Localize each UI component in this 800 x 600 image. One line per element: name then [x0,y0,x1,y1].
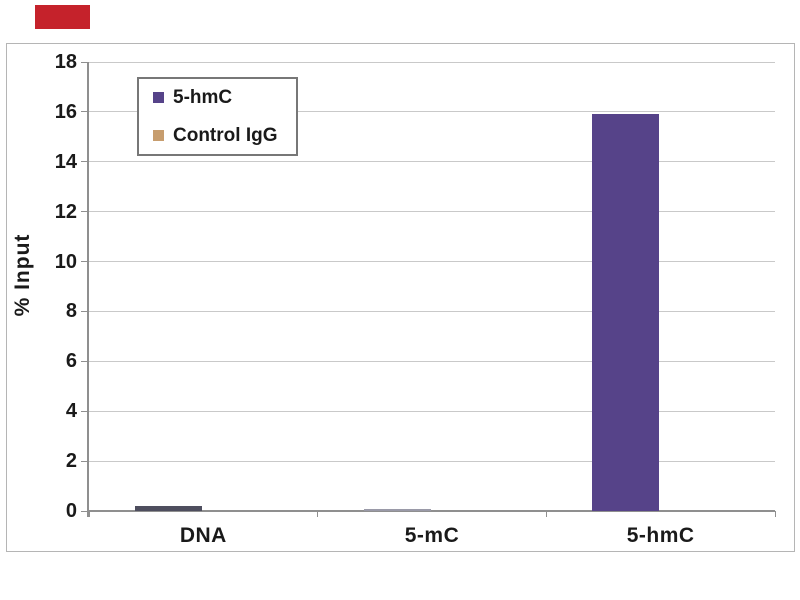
gridline [89,460,775,462]
legend: 5-hmC Control IgG [137,77,298,156]
x-axis-line [89,510,775,512]
y-tick [81,310,89,312]
legend-swatch [153,92,164,104]
y-tick-label: 0 [65,500,77,522]
y-tick [81,261,89,263]
gridline [89,410,775,412]
red-watermark-badge [35,5,90,29]
x-category-label: DNA [179,524,227,547]
y-tick-label: 14 [54,150,77,173]
y-tick-label: 8 [65,300,77,323]
gridline [89,261,775,263]
gridline [89,61,775,63]
y-tick [81,460,89,462]
y-tick [81,211,89,213]
y-tick [81,360,89,362]
bar-5-mC-5-hmC [363,508,431,511]
x-tick [317,511,319,517]
gridline [89,161,775,163]
y-tick-label: 4 [65,400,77,423]
x-category-label: 5-mC [404,524,460,547]
y-tick-label: 18 [54,51,77,73]
gridline [89,111,775,113]
legend-item: 5-hmC [153,88,296,107]
gridline [89,360,775,362]
y-tick [81,510,89,512]
bar-DNA-5-hmC [134,506,202,511]
legend-item: Control IgG [153,126,296,145]
gridline [89,211,775,213]
gridline [89,310,775,312]
x-category-label: 5-hmC [626,524,695,547]
x-tick [88,511,90,517]
y-tick-label: 16 [54,100,77,123]
legend-swatch [153,129,164,141]
legend-label: Control IgG [173,124,278,146]
y-tick [81,161,89,163]
legend-label: 5-hmC [173,87,233,109]
y-tick-label: 2 [65,450,77,473]
y-tick [81,111,89,113]
y-axis-line [87,62,89,517]
bar-5-hmC-5-hmC [592,114,660,511]
y-tick-label: 12 [54,200,77,223]
y-tick-label: 6 [65,350,77,373]
y-axis-title: % Input [11,233,34,317]
y-tick-label: 10 [54,250,77,273]
y-tick [81,410,89,412]
y-tick [81,61,89,63]
x-tick [545,511,547,517]
x-tick [774,511,776,517]
